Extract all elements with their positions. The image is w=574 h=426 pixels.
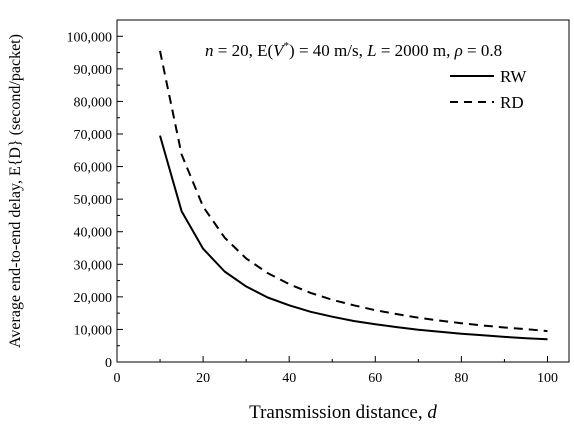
chart-annotation: n = 20, E(V*) = 40 m/s, L = 2000 m, ρ = … — [205, 40, 502, 60]
x-tick-label: 40 — [282, 371, 296, 386]
x-tick-label: 20 — [196, 371, 210, 386]
series-line-rw — [159, 135, 548, 341]
y-tick-label: 60,000 — [74, 161, 113, 176]
x-axis-ticks: 0 20 40 60 80 100 — [114, 356, 558, 386]
y-axis-ticks: 0 10,000 20,000 30,000 40,000 50,000 60,000 70,… — [67, 30, 123, 371]
x-tick-label: 100 — [537, 371, 558, 386]
chart-legend: RW RD — [450, 67, 527, 112]
x-tick-label: 80 — [454, 371, 468, 386]
y-tick-label: 70,000 — [74, 128, 113, 143]
y-tick-label: 40,000 — [74, 226, 113, 241]
y-tick-label: 100,000 — [67, 30, 113, 45]
y-tick-label: 50,000 — [74, 193, 113, 208]
series-line-rd — [159, 50, 548, 333]
y-tick-label: 90,000 — [74, 63, 113, 78]
y-tick-label: 80,000 — [74, 95, 113, 110]
series-lines — [159, 50, 548, 341]
legend-label-rd: RD — [500, 93, 524, 112]
legend-label-rw: RW — [500, 67, 527, 86]
plot-frame — [116, 19, 570, 363]
y-tick-label: 10,000 — [74, 323, 113, 338]
y-tick-label: 20,000 — [74, 291, 113, 306]
x-tick-label: 0 — [114, 371, 121, 386]
y-axis-title: Average end-to-end delay, E{D} (second/p… — [7, 34, 24, 348]
y-tick-label: 30,000 — [74, 258, 113, 273]
x-tick-label: 60 — [368, 371, 382, 386]
y-tick-label: 0 — [105, 356, 112, 371]
x-axis-title: Transmission distance, d — [249, 402, 437, 423]
